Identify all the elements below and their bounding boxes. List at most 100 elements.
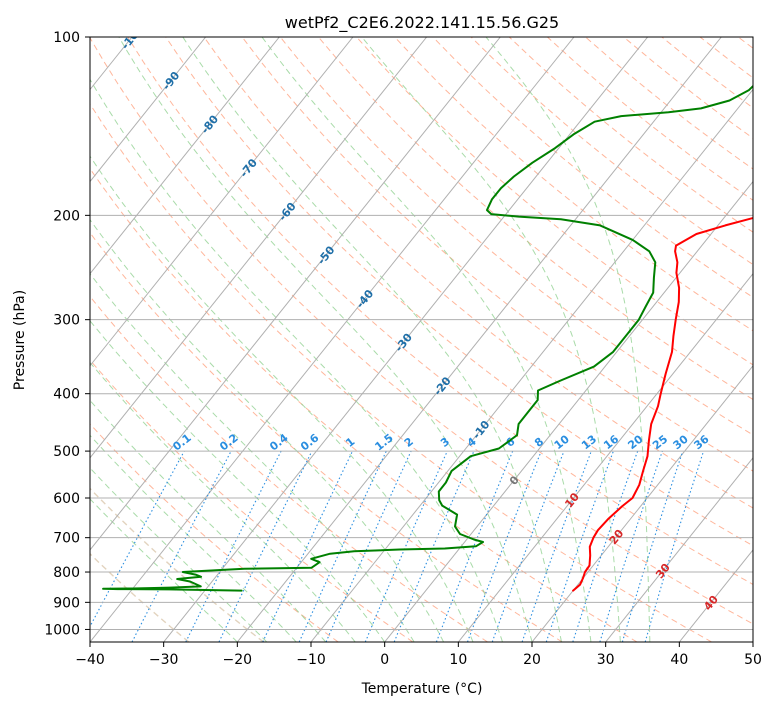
x-tick-label: 20	[523, 652, 541, 668]
temperature-profile	[572, 216, 753, 592]
mixing-ratio-line	[435, 450, 514, 642]
x-tick-label: 10	[449, 652, 467, 668]
mixing-ratio-line	[298, 450, 387, 642]
mixing-ratio-line	[572, 450, 639, 642]
moist-adiabat	[90, 78, 503, 642]
mixing-ratio-line	[262, 450, 353, 642]
dry-adiabat	[90, 231, 563, 642]
mixing-ratio-label: 0.2	[217, 431, 240, 453]
x-tick-label: 40	[670, 652, 688, 668]
moist-adiabat	[261, 37, 592, 642]
x-tick-label: −40	[75, 652, 105, 668]
dry-adiabat	[356, 37, 753, 366]
isotherm-label: -40	[354, 287, 377, 311]
isotherm-label: 20	[607, 527, 627, 547]
mixing-ratio-label: 10	[552, 432, 572, 452]
dry-adiabat	[737, 37, 753, 49]
dry-adiabat	[127, 37, 753, 586]
dry-adiabat	[585, 37, 753, 170]
isotherm-line	[0, 37, 58, 642]
moist-adiabat	[90, 218, 445, 642]
dry-adiabat	[241, 37, 753, 472]
isotherm-line	[531, 364, 753, 642]
y-tick-label: 700	[53, 531, 80, 547]
y-tick-label: 500	[53, 444, 80, 460]
mixing-ratio-line	[599, 450, 663, 642]
isotherm-label: -10	[470, 418, 493, 442]
y-axis: 100 200 300 400 500 600 700 800 900 1000	[44, 30, 90, 638]
isotherm-line	[90, 37, 428, 459]
isotherm-label: 40	[701, 593, 721, 613]
x-axis: −40 −30 −20 −10 0 10 20 30 40 50	[75, 642, 762, 668]
mixing-ratio-line	[644, 450, 705, 642]
mixing-ratio-label: 25	[650, 433, 670, 453]
mixing-ratio-line	[364, 450, 448, 642]
isotherm-line	[678, 549, 753, 642]
x-tick-label: −20	[223, 652, 253, 668]
dry-adiabat	[90, 487, 264, 642]
moist-adiabat	[90, 467, 268, 642]
isotherm-line	[310, 88, 753, 642]
x-tick-label: 30	[597, 652, 615, 668]
isotherm-label: 10	[562, 490, 582, 510]
isotherm-label: -90	[160, 69, 183, 93]
isotherm-line	[90, 37, 501, 551]
moist-adiabat	[361, 37, 621, 642]
dry-adiabat	[699, 37, 753, 79]
mixing-ratio-label: 30	[671, 432, 691, 452]
x-tick-label: −10	[296, 652, 326, 668]
moist-adiabat	[90, 434, 297, 642]
isotherm-line	[605, 457, 753, 642]
mixing-ratio-label: 0.4	[267, 431, 291, 453]
mixing-ratio-line	[185, 450, 282, 642]
isotherm-line	[752, 641, 753, 642]
mixing-ratio-label: 1	[343, 435, 357, 450]
moist-adiabat	[90, 320, 386, 642]
mixing-ratio-line	[393, 450, 475, 642]
mixing-ratio-line	[621, 450, 684, 642]
mixing-ratio-label: 0.6	[298, 431, 322, 453]
moist-adiabat	[90, 498, 238, 642]
mixing-ratio-line	[466, 450, 542, 642]
mixing-ratio-label: 3	[438, 435, 452, 450]
isotherm-label: -80	[199, 112, 222, 136]
mixing-ratio-label: 2	[402, 435, 416, 450]
x-tick-label: −30	[149, 652, 179, 668]
y-tick-label: 200	[53, 208, 80, 224]
isotherm-line	[90, 37, 575, 642]
x-tick-label: 50	[744, 652, 762, 668]
isotherm-label: -30	[392, 331, 415, 355]
plot-frame	[89, 36, 754, 643]
isotherm-line	[90, 37, 207, 183]
isotherm-label: -20	[431, 374, 454, 398]
y-tick-label: 400	[53, 387, 80, 403]
moist-adiabat	[90, 155, 474, 642]
mixing-ratio-label: 16	[601, 432, 621, 452]
y-tick-label: 300	[53, 313, 80, 329]
dry-adiabat	[90, 552, 190, 642]
moist-adiabat	[485, 37, 651, 642]
isotherm-label: -70	[237, 156, 260, 180]
isotherm-line	[457, 272, 753, 642]
y-tick-label: 100	[53, 30, 80, 46]
chart-title: wetPf2_C2E6.2022.141.15.56.G25	[285, 13, 559, 33]
dry-adiabat	[318, 37, 753, 401]
mixing-ratio-line	[491, 450, 565, 642]
dry-adiabat	[432, 37, 753, 298]
isotherm-line	[384, 180, 753, 642]
y-axis-label: Pressure (hPa)	[12, 290, 28, 390]
isotherm-line	[236, 37, 722, 642]
dry-adiabat	[90, 37, 753, 625]
series-layer	[102, 84, 753, 592]
dry-adiabat	[90, 167, 638, 642]
moist-adiabat	[182, 37, 562, 642]
dry-adiabat	[90, 295, 488, 642]
moist-adiabat	[90, 361, 356, 642]
dry-adiabat	[547, 37, 753, 201]
y-tick-label: 1000	[44, 622, 80, 638]
x-axis-label: Temperature (°C)	[361, 681, 483, 697]
dry-adiabat	[165, 37, 753, 547]
x-tick-label: 0	[380, 652, 389, 668]
mixing-ratio-line	[90, 450, 185, 628]
